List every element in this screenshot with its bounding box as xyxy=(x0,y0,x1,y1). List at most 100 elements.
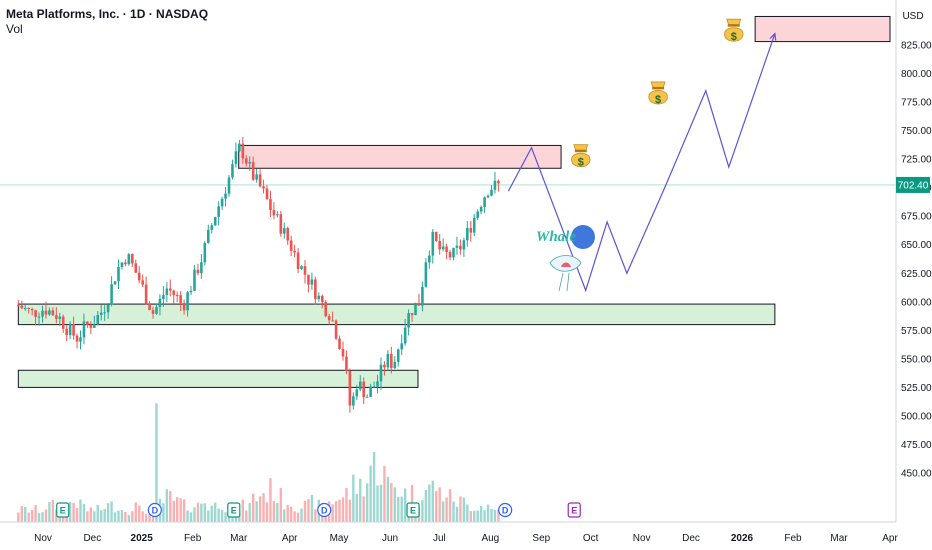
candle-body[interactable] xyxy=(324,302,328,317)
candle-body[interactable] xyxy=(307,274,310,285)
candle-body[interactable] xyxy=(386,353,390,368)
candle-body[interactable] xyxy=(300,266,303,270)
candle-body[interactable] xyxy=(282,228,286,234)
candle-body[interactable] xyxy=(72,324,75,336)
candle-body[interactable] xyxy=(469,227,473,233)
candle-body[interactable] xyxy=(96,315,100,325)
candle-body[interactable] xyxy=(493,180,497,190)
candle-body[interactable] xyxy=(476,211,479,218)
candle-body[interactable] xyxy=(441,246,445,250)
candle-body[interactable] xyxy=(431,231,435,256)
candle-body[interactable] xyxy=(459,245,462,250)
dividend-marker[interactable] xyxy=(317,502,332,518)
candle-body[interactable] xyxy=(279,214,283,234)
candle-body[interactable] xyxy=(320,295,324,303)
candle-body[interactable] xyxy=(365,396,369,398)
candle-body[interactable] xyxy=(438,240,441,250)
candle-body[interactable] xyxy=(113,281,117,285)
candle-body[interactable] xyxy=(141,280,144,285)
candle-body[interactable] xyxy=(151,310,155,314)
candle-body[interactable] xyxy=(276,214,279,216)
candle-body[interactable] xyxy=(120,262,124,268)
candle-body[interactable] xyxy=(179,295,182,303)
candle-body[interactable] xyxy=(383,364,386,368)
candle-body[interactable] xyxy=(455,245,459,248)
candle-body[interactable] xyxy=(220,198,224,207)
candle-body[interactable] xyxy=(75,335,79,342)
candle-body[interactable] xyxy=(258,174,262,187)
candle-body[interactable] xyxy=(400,343,404,350)
candle-body[interactable] xyxy=(20,305,24,309)
candle-body[interactable] xyxy=(490,189,493,196)
candle-body[interactable] xyxy=(355,389,359,397)
candle-body[interactable] xyxy=(41,310,44,317)
candle-body[interactable] xyxy=(82,321,86,338)
candle-body[interactable] xyxy=(234,151,238,165)
candle-body[interactable] xyxy=(362,381,366,398)
candle-body[interactable] xyxy=(131,254,134,264)
candle-body[interactable] xyxy=(193,269,196,291)
candle-body[interactable] xyxy=(345,356,348,371)
earnings-marker[interactable] xyxy=(406,502,420,518)
candle-body[interactable] xyxy=(434,231,438,241)
support-zone[interactable] xyxy=(17,303,776,326)
resistance-zone[interactable] xyxy=(754,15,891,43)
candle-body[interactable] xyxy=(227,177,231,194)
candle-body[interactable] xyxy=(58,316,62,319)
candle-body[interactable] xyxy=(262,186,265,189)
candle-body[interactable] xyxy=(462,240,466,250)
candle-body[interactable] xyxy=(286,228,290,241)
candle-body[interactable] xyxy=(341,348,345,357)
candle-body[interactable] xyxy=(241,143,245,159)
candle-body[interactable] xyxy=(106,304,110,313)
candle-body[interactable] xyxy=(244,158,248,164)
candle-body[interactable] xyxy=(110,284,113,305)
candle-body[interactable] xyxy=(421,286,424,306)
candle-body[interactable] xyxy=(358,381,362,390)
price-axis-area[interactable] xyxy=(896,0,932,550)
projection-path[interactable] xyxy=(507,33,776,293)
candle-body[interactable] xyxy=(428,255,431,263)
candle-body[interactable] xyxy=(186,292,189,311)
candle-body[interactable] xyxy=(217,206,220,218)
candle-body[interactable] xyxy=(379,364,383,382)
candle-body[interactable] xyxy=(269,199,272,211)
candle-body[interactable] xyxy=(27,307,30,309)
candle-body[interactable] xyxy=(155,307,158,314)
candle-body[interactable] xyxy=(162,294,165,299)
candle-body[interactable] xyxy=(44,310,48,315)
dividend-marker[interactable] xyxy=(498,502,513,518)
candle-body[interactable] xyxy=(251,161,255,180)
candle-body[interactable] xyxy=(310,279,314,285)
candle-body[interactable] xyxy=(372,386,376,388)
candle-body[interactable] xyxy=(68,324,72,336)
candle-body[interactable] xyxy=(89,324,93,328)
candle-body[interactable] xyxy=(407,313,410,328)
candle-body[interactable] xyxy=(175,295,179,297)
candle-body[interactable] xyxy=(338,338,341,349)
candle-body[interactable] xyxy=(137,272,141,281)
candle-body[interactable] xyxy=(34,310,37,317)
candle-body[interactable] xyxy=(483,197,486,207)
candle-body[interactable] xyxy=(168,288,172,291)
candle-body[interactable] xyxy=(248,161,252,164)
candle-body[interactable] xyxy=(272,210,276,216)
earnings-marker[interactable] xyxy=(567,502,581,518)
candle-body[interactable] xyxy=(352,396,355,406)
candle-body[interactable] xyxy=(158,298,162,308)
candle-body[interactable] xyxy=(486,195,490,198)
candle-body[interactable] xyxy=(61,316,65,329)
candle-body[interactable] xyxy=(293,250,296,253)
candle-body[interactable] xyxy=(317,295,321,300)
candle-body[interactable] xyxy=(414,302,417,316)
candle-body[interactable] xyxy=(23,307,27,309)
candle-body[interactable] xyxy=(51,310,55,316)
candle-body[interactable] xyxy=(134,263,138,273)
candle-body[interactable] xyxy=(172,290,176,296)
candle-body[interactable] xyxy=(448,251,452,258)
candle-body[interactable] xyxy=(497,180,500,184)
candle-body[interactable] xyxy=(410,313,414,316)
candle-body[interactable] xyxy=(369,386,372,397)
candle-body[interactable] xyxy=(472,217,476,233)
candle-body[interactable] xyxy=(296,252,300,270)
